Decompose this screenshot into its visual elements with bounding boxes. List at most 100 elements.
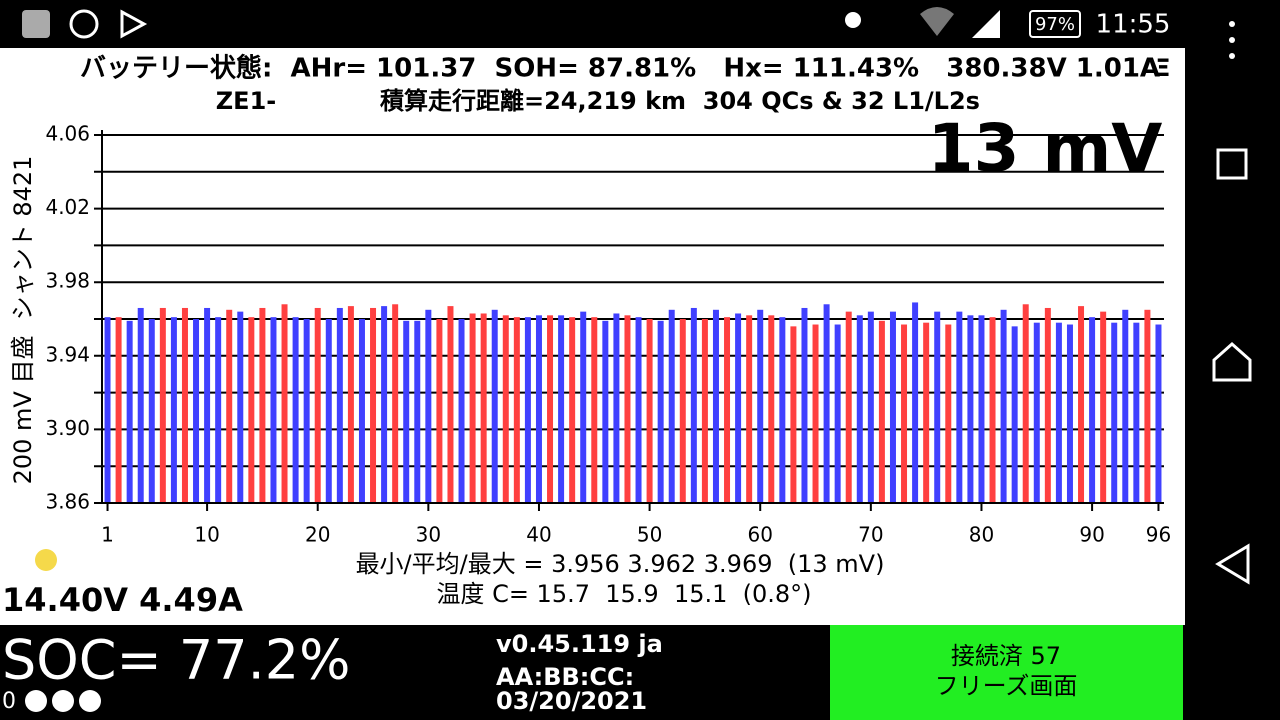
bar (746, 315, 753, 503)
signal-icon (972, 10, 1000, 38)
bar (469, 313, 476, 503)
bar (336, 307, 343, 503)
bar (270, 317, 277, 503)
bar (845, 311, 852, 503)
bar (480, 313, 487, 503)
bar (358, 319, 365, 503)
bar (535, 315, 542, 503)
bar (889, 311, 896, 503)
bar (1033, 322, 1040, 503)
bar (1011, 326, 1018, 503)
x-tick-label: 30 (416, 523, 441, 547)
app-icon (22, 10, 50, 38)
status-panel[interactable] (830, 625, 1183, 720)
bar (524, 317, 531, 503)
bar (193, 319, 200, 503)
bar (635, 317, 642, 503)
x-tick-label: 40 (526, 523, 551, 547)
connection-status: 接続済 57 (951, 642, 1061, 670)
dot (79, 690, 101, 712)
mac: AA:BB:CC: (496, 663, 634, 691)
location-icon (845, 12, 861, 28)
bar (159, 307, 166, 503)
y-tick-label: 3.90 (45, 416, 90, 440)
bar (646, 319, 653, 503)
bar (1100, 311, 1107, 503)
x-tick-label: 10 (194, 523, 219, 547)
bar (502, 315, 509, 503)
recents-button[interactable] (1216, 148, 1248, 180)
bar (414, 320, 421, 503)
bar (436, 319, 443, 503)
battery-icon (1029, 10, 1081, 38)
bulb-icon (35, 549, 57, 571)
bar (1111, 322, 1118, 503)
y-axis-label: 200 mV 目盛 シャント 8421 (9, 156, 37, 485)
y-tick-label: 3.98 (45, 269, 90, 293)
bar (237, 311, 244, 503)
bar (724, 317, 731, 503)
back-button[interactable] (1215, 543, 1250, 585)
date: 03/20/2021 (496, 687, 647, 715)
x-tick-label: 70 (858, 523, 883, 547)
bar (1133, 322, 1140, 503)
x-tick-label: 1 (101, 523, 114, 547)
bar (1044, 307, 1051, 503)
bar (115, 317, 122, 503)
bar (613, 313, 620, 503)
bar (292, 317, 299, 503)
bar (281, 304, 288, 503)
bar (867, 311, 874, 503)
bar (447, 306, 454, 503)
soc: SOC= 77.2% (2, 629, 350, 692)
menu-button[interactable]: Ξ (1155, 54, 1170, 82)
bar (1089, 317, 1096, 503)
play-icon (120, 9, 148, 39)
bar (657, 320, 664, 503)
menu-dot[interactable] (1229, 21, 1235, 27)
bar (1078, 306, 1085, 503)
bar (104, 317, 111, 503)
bar (823, 304, 830, 503)
bar (181, 307, 188, 503)
bar (679, 319, 686, 503)
menu-dot[interactable] (1229, 53, 1235, 59)
bar (624, 315, 631, 503)
bar (381, 306, 388, 503)
bar (226, 309, 233, 503)
bar (812, 324, 819, 503)
header-line: 積算走行距離=24,219 km 304 QCs & 32 L1/L2s (380, 87, 980, 115)
bar (945, 324, 952, 503)
home-button[interactable] (1212, 341, 1252, 382)
bar (878, 320, 885, 503)
bar (989, 317, 996, 503)
bar (513, 317, 520, 503)
bar (259, 307, 266, 503)
bar (1155, 324, 1162, 503)
bar (1122, 309, 1129, 503)
bar (967, 315, 974, 503)
bar (923, 322, 930, 503)
bar (569, 317, 576, 503)
bar (690, 307, 697, 503)
x-tick-label: 20 (305, 523, 330, 547)
bar (204, 307, 211, 503)
bar (580, 311, 587, 503)
y-tick-label: 3.86 (45, 490, 90, 514)
bar (325, 319, 332, 503)
dot (52, 690, 74, 712)
header-line: バッテリー状態: AHr= 101.37 SOH= 87.81% Hx= 111… (80, 53, 1160, 84)
menu-dot[interactable] (1229, 37, 1235, 43)
stats: 最小/平均/最大 = 3.956 3.962 3.969 (13 mV) (356, 550, 885, 578)
x-tick-label: 60 (747, 523, 772, 547)
bar (591, 317, 598, 503)
bar (170, 317, 177, 503)
bar (856, 315, 863, 503)
bar (934, 311, 941, 503)
bar (303, 319, 310, 503)
bar (491, 309, 498, 503)
bar (126, 320, 133, 503)
annotation: 13 mV (928, 110, 1163, 187)
clock: 11:55 (1096, 10, 1171, 40)
y-tick-label: 4.06 (45, 122, 90, 146)
